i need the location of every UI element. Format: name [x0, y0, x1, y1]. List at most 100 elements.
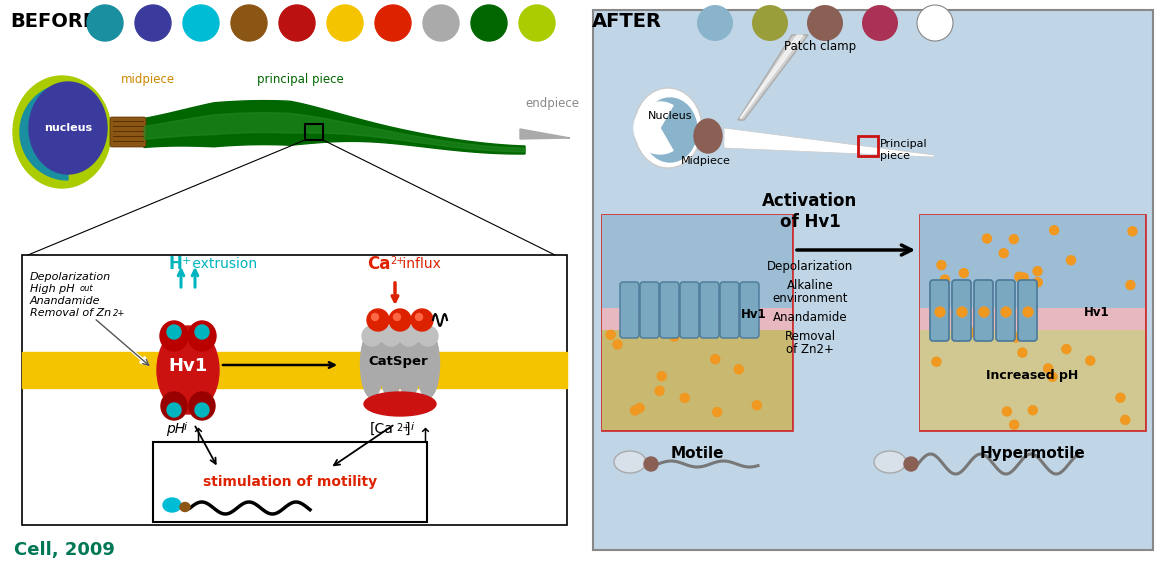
Circle shape [1000, 249, 1008, 258]
Ellipse shape [361, 330, 383, 398]
Ellipse shape [180, 502, 190, 512]
Ellipse shape [644, 457, 658, 471]
FancyBboxPatch shape [930, 280, 949, 341]
FancyBboxPatch shape [640, 282, 659, 338]
Ellipse shape [861, 5, 897, 41]
Ellipse shape [188, 321, 216, 351]
Circle shape [957, 307, 967, 317]
Bar [603, 308, 792, 330]
Ellipse shape [904, 457, 918, 471]
Bar [22, 255, 567, 525]
Circle shape [670, 332, 679, 341]
Ellipse shape [694, 119, 722, 153]
Bar [920, 215, 1145, 430]
Bar [920, 330, 1145, 430]
FancyBboxPatch shape [700, 282, 719, 338]
Text: Removal of Zn: Removal of Zn [30, 308, 111, 318]
Circle shape [411, 309, 433, 331]
Text: Anandamide: Anandamide [30, 296, 101, 306]
Circle shape [1023, 307, 1033, 317]
Text: Increased pH: Increased pH [987, 368, 1079, 382]
Ellipse shape [917, 5, 953, 41]
FancyBboxPatch shape [620, 282, 639, 338]
Ellipse shape [634, 88, 702, 168]
Ellipse shape [380, 330, 403, 398]
Circle shape [195, 325, 209, 339]
Circle shape [613, 340, 622, 349]
Ellipse shape [399, 326, 419, 346]
Text: Patch clamp: Patch clamp [784, 40, 856, 53]
Text: Removal: Removal [785, 330, 836, 343]
Circle shape [389, 309, 411, 331]
Text: midpiece: midpiece [121, 73, 175, 86]
Ellipse shape [327, 5, 363, 41]
Circle shape [1086, 356, 1095, 365]
Circle shape [606, 330, 615, 339]
Text: H: H [168, 255, 182, 273]
Circle shape [935, 307, 945, 317]
Text: 2+: 2+ [396, 423, 410, 433]
Wedge shape [634, 102, 673, 154]
Bar [603, 215, 792, 310]
Circle shape [711, 354, 720, 364]
Circle shape [1116, 393, 1125, 402]
Circle shape [372, 314, 378, 321]
Text: Ca: Ca [367, 255, 390, 273]
Ellipse shape [183, 5, 219, 41]
Ellipse shape [417, 330, 440, 398]
Circle shape [734, 365, 743, 374]
FancyBboxPatch shape [720, 282, 740, 338]
Circle shape [932, 357, 940, 366]
Ellipse shape [418, 326, 438, 346]
Text: Midpiece: Midpiece [682, 156, 731, 166]
Text: AFTER: AFTER [592, 12, 662, 31]
Circle shape [1015, 272, 1024, 281]
Polygon shape [520, 129, 570, 139]
Text: +: + [182, 256, 192, 266]
Ellipse shape [163, 498, 181, 512]
Bar [920, 215, 1145, 310]
Circle shape [1033, 278, 1043, 287]
Text: principal piece: principal piece [257, 73, 344, 86]
Text: Alkaline: Alkaline [787, 279, 834, 292]
Circle shape [1010, 420, 1018, 429]
Text: stimulation of motility: stimulation of motility [203, 475, 377, 489]
Bar [920, 308, 1145, 330]
FancyBboxPatch shape [952, 280, 971, 341]
Bar [858, 136, 878, 156]
Circle shape [979, 307, 989, 317]
FancyBboxPatch shape [740, 282, 759, 338]
Text: [Ca: [Ca [370, 422, 394, 436]
FancyBboxPatch shape [996, 280, 1015, 341]
Ellipse shape [365, 392, 437, 416]
FancyBboxPatch shape [1018, 280, 1037, 341]
Ellipse shape [807, 5, 843, 41]
Circle shape [657, 372, 666, 380]
Text: Anandamide: Anandamide [773, 311, 848, 324]
Circle shape [937, 260, 946, 270]
Text: Hv1: Hv1 [168, 357, 208, 375]
Text: 2+: 2+ [113, 309, 125, 318]
Wedge shape [20, 84, 68, 180]
Circle shape [1062, 345, 1070, 354]
Circle shape [1011, 333, 1021, 342]
Text: Hv1: Hv1 [1084, 306, 1110, 318]
Circle shape [1019, 273, 1029, 282]
Circle shape [959, 269, 968, 278]
Text: Hypermotile: Hypermotile [980, 446, 1086, 461]
Polygon shape [738, 35, 808, 120]
Circle shape [1044, 364, 1053, 373]
Circle shape [1002, 407, 1011, 416]
Circle shape [1128, 227, 1137, 235]
FancyBboxPatch shape [659, 282, 679, 338]
Ellipse shape [231, 5, 267, 41]
Ellipse shape [874, 451, 906, 473]
Circle shape [367, 309, 389, 331]
Text: nucleus: nucleus [44, 123, 92, 133]
Circle shape [966, 328, 975, 337]
Ellipse shape [362, 326, 382, 346]
Text: CatSper: CatSper [368, 356, 427, 368]
Circle shape [982, 234, 991, 243]
Polygon shape [724, 128, 933, 157]
Text: ↑: ↑ [190, 427, 205, 445]
